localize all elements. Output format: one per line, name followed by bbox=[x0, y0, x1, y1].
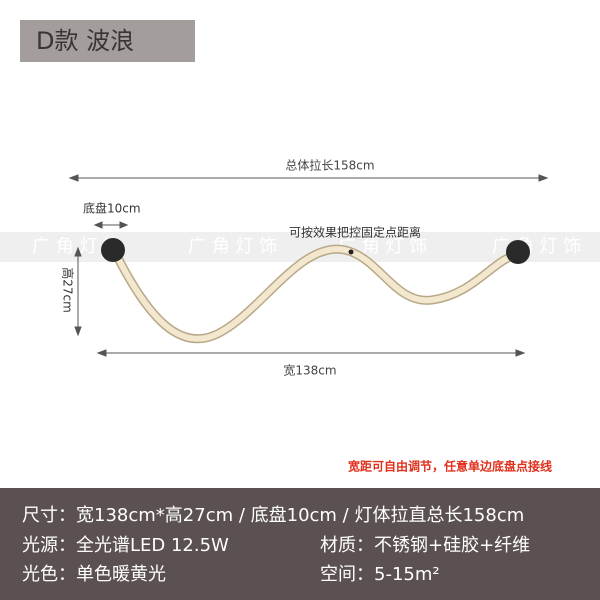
spec-band: 尺寸：宽138cm*高27cm / 底盘10cm / 灯体拉直总长158cm 光… bbox=[0, 488, 600, 600]
spec-row: 材质：不锈钢+硅胶+纤维 bbox=[320, 534, 530, 558]
height-label: 高27cm bbox=[61, 267, 76, 313]
base-disc bbox=[506, 240, 530, 264]
tag: D款 波浪 bbox=[36, 27, 134, 55]
spec-label: 光色： bbox=[22, 564, 76, 585]
watermark: 广 角 灯 饰 bbox=[188, 236, 277, 257]
adjust-note: 宽距可自由调节，任意单边底盘点接线 bbox=[347, 459, 552, 474]
total-length-label: 总体拉长158cm bbox=[285, 158, 374, 173]
watermark: 广 角 灯 饰 bbox=[32, 236, 121, 257]
spec-value: 单色暖黄光 bbox=[76, 564, 166, 585]
diagram: D款 波浪 广 角 灯 饰 广 角 灯 饰 广 角 灯 饰 广 角 灯 饰 总体… bbox=[0, 20, 600, 474]
width-label: 宽138cm bbox=[283, 363, 336, 378]
spec-row: 光色：单色暖黄光 bbox=[22, 563, 166, 587]
watermark: 广 角 灯 饰 bbox=[492, 236, 581, 257]
fix-point bbox=[348, 249, 354, 255]
spec-value: 5-15m² bbox=[374, 564, 440, 585]
spec-row: 光源：全光谱LED 12.5W bbox=[22, 534, 229, 558]
spec-row: 空间：5-15m² bbox=[320, 563, 440, 587]
spec-value: 全光谱LED 12.5W bbox=[76, 535, 229, 556]
fix-note: 可按效果把控固定点距离 bbox=[289, 225, 421, 240]
spec-label: 材质： bbox=[320, 535, 374, 556]
spec-value: 不锈钢+硅胶+纤维 bbox=[374, 535, 531, 556]
base-disc bbox=[101, 238, 125, 262]
tag-box bbox=[20, 20, 195, 62]
dimension-lines bbox=[68, 174, 549, 357]
spec-label: 空间： bbox=[320, 564, 374, 585]
spec-row: 尺寸：宽138cm*高27cm / 底盘10cm / 灯体拉直总长158cm bbox=[22, 504, 524, 528]
base-label: 底盘10cm bbox=[83, 201, 141, 216]
spec-label: 尺寸： bbox=[22, 505, 76, 526]
spec-value: 宽138cm*高27cm / 底盘10cm / 灯体拉直总长158cm bbox=[76, 505, 525, 526]
lamp-body bbox=[115, 246, 515, 342]
spec-label: 光源： bbox=[22, 535, 76, 556]
watermark-band bbox=[0, 232, 600, 262]
